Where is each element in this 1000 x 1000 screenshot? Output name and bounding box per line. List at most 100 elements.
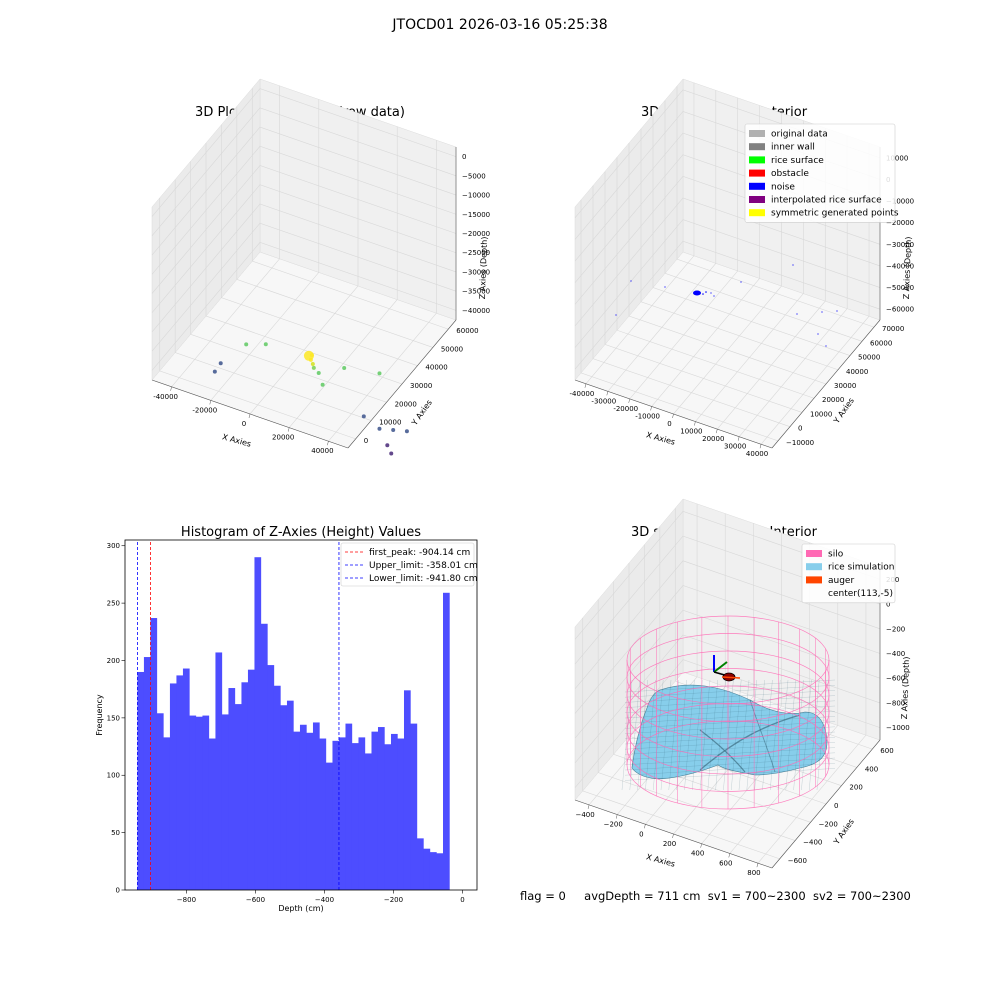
x-tick-mark — [672, 833, 674, 839]
grid-line-x — [607, 90, 717, 392]
x-tick-label: -20000 — [613, 405, 638, 413]
grid-line-x — [328, 140, 437, 442]
histogram-bar — [293, 731, 301, 890]
mesh-line — [624, 721, 835, 734]
mesh-line — [637, 679, 648, 791]
simulation-plot-y-ticks: −600 −400 −200 0 200 400 600 — [788, 747, 894, 865]
legend-label: Lower_limit: -941.80 cm — [369, 574, 477, 584]
y-tick-label: −600 — [788, 857, 807, 865]
grid-line-y — [628, 143, 827, 385]
raw-data-point — [342, 366, 347, 371]
x-tick-mark — [327, 441, 329, 446]
y-tick-label: 60000 — [870, 339, 892, 347]
y-tick-label: 150 — [107, 714, 120, 722]
grid-line-y — [251, 88, 449, 330]
grid-line-z — [151, 203, 457, 333]
grid-line-z — [574, 659, 881, 788]
histogram-bar — [429, 852, 437, 890]
histogram-plot: Histogram of Z-Axies (Height) Values −80… — [95, 525, 478, 913]
grid-line-z — [574, 197, 881, 327]
z-tick-label: −600 — [886, 675, 905, 683]
mesh-line — [762, 679, 773, 791]
histogram-bar — [403, 690, 411, 890]
grid-line-x — [585, 82, 695, 384]
raw-data-point — [377, 371, 382, 376]
simulation-plot-x-label: X Axies — [645, 852, 676, 868]
grid-line-z — [151, 242, 457, 371]
classify-plot-x-label: X Axies — [645, 430, 676, 446]
histogram-title: Histogram of Z-Axies (Height) Values — [181, 525, 421, 540]
y-tick-label: 10000 — [379, 419, 401, 427]
status-line: flag = 0 avgDepth = 711 cm sv1 = 700~230… — [520, 889, 911, 903]
grid-line-z — [151, 107, 457, 237]
mesh-line — [624, 763, 835, 776]
avg-depth-value: avgDepth = 711 cm — [584, 889, 701, 903]
z-tick-label: −40000 — [462, 307, 490, 315]
legend-swatch — [806, 563, 822, 571]
y-tick-label: 70000 — [882, 325, 904, 333]
classify-plot-legend: original data inner wall rice surface obsta… — [744, 123, 899, 223]
y-tick-label: 50000 — [858, 354, 880, 362]
grid-line-z — [574, 240, 881, 370]
z-tick-label: −1000 — [886, 724, 910, 732]
x-tick-mark — [628, 398, 630, 403]
legend-label: Upper_limit: -358.01 cm — [369, 561, 478, 571]
mesh-line — [793, 679, 804, 791]
mesh-line — [624, 716, 835, 729]
x-tick-label: 200 — [663, 840, 676, 848]
z-tick-label: −25000 — [462, 249, 490, 257]
legend-label: rice simulation — [828, 563, 894, 573]
legend-swatch — [749, 143, 765, 151]
mesh-line — [785, 679, 796, 791]
x-tick-label: 0 — [667, 420, 671, 428]
grid-line-y — [205, 143, 403, 385]
z-tick-label: −35000 — [462, 288, 490, 296]
z-tick-label: 0 — [462, 153, 466, 161]
histogram-bar — [423, 848, 431, 890]
histogram-legend: first_peak: -904.14 cm Upper_limit: -358.… — [340, 542, 478, 587]
x-tick-mark — [728, 853, 731, 858]
legend-swatch — [749, 209, 765, 217]
y-tick-label: 30000 — [834, 382, 856, 390]
histogram-bar — [397, 738, 405, 890]
z-tick-label: −30000 — [462, 268, 490, 276]
mesh-line — [731, 679, 742, 791]
grid-line-x — [729, 552, 839, 854]
grid-line-z — [574, 219, 881, 348]
y-tick-label: 60000 — [456, 327, 478, 335]
y-tick-label: 50000 — [441, 345, 463, 353]
mesh-line — [624, 690, 835, 703]
y-tick-label: 400 — [865, 765, 878, 773]
y-tick-label: 20000 — [822, 396, 844, 404]
x-tick-label: −600 — [246, 896, 265, 904]
classify-plot-z-label: Z Axies (Depth) — [902, 236, 913, 299]
grid-line-z — [151, 165, 457, 294]
mesh-line — [653, 679, 664, 791]
y-tick-label: 100 — [107, 772, 120, 780]
grid-line-y — [236, 106, 433, 348]
raw-data-point — [385, 443, 390, 448]
grid-line-y — [640, 128, 839, 371]
y-tick-label: 200 — [849, 784, 862, 792]
z-tick-label: −30000 — [886, 241, 914, 249]
histogram-bar — [390, 733, 398, 890]
x-tick-label: −200 — [604, 821, 623, 829]
grid-line-z — [574, 560, 881, 689]
legend-label: symmetric generated points — [771, 209, 899, 219]
histogram-bar — [345, 723, 353, 890]
x-tick-label: 40000 — [746, 450, 768, 458]
legend-swatch — [749, 156, 765, 164]
legend-swatch — [806, 550, 822, 557]
grid-line-z — [151, 126, 457, 256]
raw-data-point — [310, 362, 315, 367]
raw-data-point — [316, 371, 321, 376]
raw-data-point — [377, 426, 382, 431]
histogram-bar — [202, 715, 210, 890]
mesh-line — [624, 757, 835, 771]
histogram-bar — [384, 744, 392, 890]
x-tick-label: 600 — [719, 859, 732, 867]
y-axis-line — [771, 319, 881, 449]
histogram-bar — [325, 762, 333, 890]
y-tick-label: 0 — [116, 887, 120, 895]
histogram-bar — [247, 669, 255, 890]
